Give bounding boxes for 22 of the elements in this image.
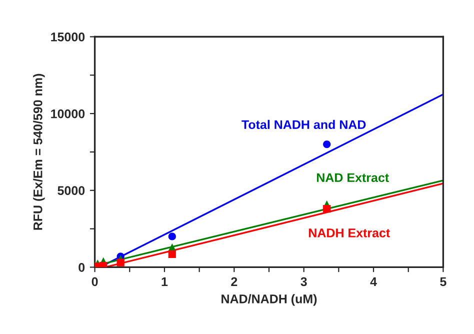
y-axis-title: RFU (Ex/Em = 540/590 nm) xyxy=(33,74,45,230)
y-tick-label: 15000 xyxy=(51,32,85,42)
point xyxy=(168,250,176,258)
point xyxy=(168,243,176,252)
series-label: NAD Extract xyxy=(316,173,389,182)
x-tick-label: 1 xyxy=(162,277,168,286)
point xyxy=(116,258,124,266)
x-tick-label: 4 xyxy=(370,277,377,286)
point xyxy=(323,140,331,148)
x-axis-title: NAD/NADH (uM) xyxy=(222,294,317,306)
point xyxy=(100,262,108,268)
point xyxy=(168,232,176,240)
series-label: NADH Extract xyxy=(308,228,390,238)
text: Total NADH and NAD xyxy=(242,120,366,130)
x-tick-label: 0 xyxy=(92,277,98,286)
y-tick-label: 10000 xyxy=(51,109,85,118)
x-tick-label: 5 xyxy=(440,277,446,286)
x-tick-label: 3 xyxy=(300,277,307,286)
x-tick-label: 2 xyxy=(231,277,238,286)
point xyxy=(323,205,331,213)
y-tick-label: 5000 xyxy=(58,186,85,196)
y-tick-label: 0 xyxy=(78,263,85,272)
